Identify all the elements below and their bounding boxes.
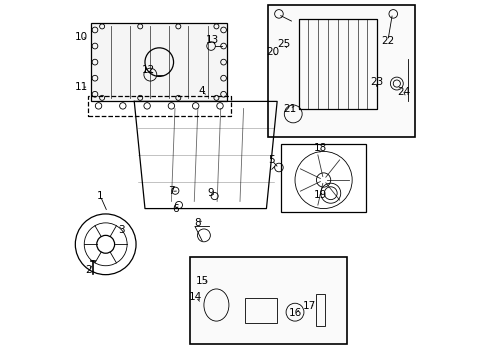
Text: 22: 22 (381, 36, 394, 46)
Text: 11: 11 (75, 82, 88, 92)
Text: 25: 25 (277, 39, 290, 49)
Text: 15: 15 (196, 276, 209, 286)
Text: 18: 18 (314, 143, 327, 153)
Text: 1: 1 (97, 191, 104, 201)
Text: 10: 10 (75, 32, 88, 42)
Bar (268, 5, 415, 137)
Text: 4: 4 (198, 86, 205, 96)
Text: 2: 2 (85, 265, 92, 275)
Text: 13: 13 (205, 35, 219, 45)
Text: 9: 9 (208, 188, 215, 198)
Text: 20: 20 (266, 47, 279, 57)
Text: 5: 5 (269, 156, 275, 165)
Text: 6: 6 (172, 204, 179, 214)
Text: 16: 16 (289, 308, 302, 318)
Text: 21: 21 (283, 104, 296, 113)
Text: 8: 8 (195, 218, 201, 228)
Text: 3: 3 (119, 225, 125, 235)
Text: 14: 14 (189, 292, 202, 302)
Bar (92, 23, 227, 102)
Text: 24: 24 (397, 87, 411, 98)
Bar (88, 96, 231, 116)
Bar (317, 294, 325, 327)
Bar (245, 298, 277, 323)
Text: 17: 17 (303, 301, 316, 311)
Bar (281, 144, 367, 212)
Text: 7: 7 (168, 186, 174, 197)
Bar (190, 257, 347, 344)
Text: 12: 12 (142, 65, 155, 75)
Text: 23: 23 (370, 77, 384, 87)
Bar (298, 19, 377, 109)
Text: 19: 19 (314, 190, 327, 200)
